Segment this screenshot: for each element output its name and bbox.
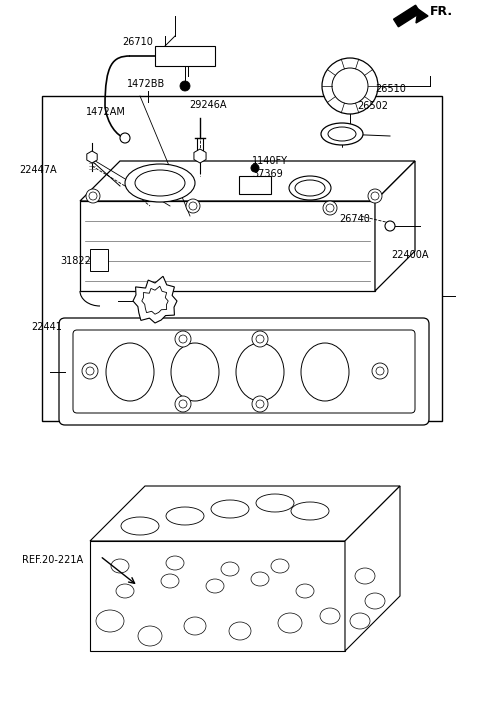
- Ellipse shape: [229, 622, 251, 640]
- Circle shape: [180, 81, 190, 91]
- Circle shape: [326, 204, 334, 212]
- Circle shape: [256, 400, 264, 408]
- Circle shape: [322, 58, 378, 114]
- FancyBboxPatch shape: [73, 330, 415, 413]
- Ellipse shape: [256, 494, 294, 512]
- Polygon shape: [90, 541, 345, 651]
- Circle shape: [371, 192, 379, 200]
- FancyArrow shape: [394, 5, 420, 26]
- Text: 22447A: 22447A: [19, 165, 57, 175]
- Circle shape: [179, 400, 187, 408]
- Ellipse shape: [301, 343, 349, 401]
- Circle shape: [256, 335, 264, 343]
- Text: 1140FY: 1140FY: [252, 156, 288, 166]
- Ellipse shape: [206, 579, 224, 593]
- Text: 26740: 26740: [339, 214, 370, 224]
- Text: 1472AM: 1472AM: [86, 107, 126, 117]
- Ellipse shape: [138, 626, 162, 646]
- Ellipse shape: [211, 500, 249, 518]
- Circle shape: [323, 201, 337, 215]
- Text: REF.20-221A: REF.20-221A: [22, 555, 83, 565]
- Ellipse shape: [236, 343, 284, 401]
- Ellipse shape: [166, 507, 204, 525]
- Text: 22441: 22441: [31, 322, 62, 332]
- Ellipse shape: [96, 610, 124, 632]
- Circle shape: [251, 164, 259, 172]
- Ellipse shape: [355, 568, 375, 584]
- Polygon shape: [80, 161, 415, 201]
- Text: FR.: FR.: [430, 4, 453, 17]
- Ellipse shape: [161, 574, 179, 588]
- Circle shape: [189, 202, 197, 210]
- Circle shape: [368, 189, 382, 203]
- Text: 31822: 31822: [60, 256, 91, 266]
- Text: 26710: 26710: [122, 37, 153, 47]
- Polygon shape: [80, 201, 375, 291]
- Ellipse shape: [350, 613, 370, 629]
- Ellipse shape: [171, 343, 219, 401]
- Circle shape: [86, 367, 94, 375]
- Ellipse shape: [271, 559, 289, 573]
- Circle shape: [89, 192, 97, 200]
- Polygon shape: [133, 276, 177, 323]
- Polygon shape: [416, 9, 428, 23]
- Ellipse shape: [365, 593, 385, 609]
- Text: 37369: 37369: [252, 169, 283, 179]
- Ellipse shape: [278, 613, 302, 633]
- Ellipse shape: [116, 584, 134, 598]
- Circle shape: [385, 221, 395, 231]
- Ellipse shape: [328, 127, 356, 141]
- Bar: [90, 249, 108, 271]
- Circle shape: [372, 363, 388, 379]
- Bar: [155, 46, 215, 66]
- Ellipse shape: [295, 180, 325, 196]
- Circle shape: [186, 199, 200, 213]
- Ellipse shape: [320, 608, 340, 624]
- Ellipse shape: [221, 562, 239, 576]
- Ellipse shape: [184, 617, 206, 635]
- Ellipse shape: [125, 164, 195, 202]
- Polygon shape: [142, 286, 168, 314]
- Ellipse shape: [289, 176, 331, 200]
- Ellipse shape: [166, 556, 184, 570]
- Ellipse shape: [321, 123, 363, 145]
- Polygon shape: [345, 486, 400, 651]
- Polygon shape: [375, 161, 415, 291]
- Polygon shape: [239, 176, 271, 194]
- Circle shape: [86, 189, 100, 203]
- Circle shape: [252, 331, 268, 347]
- Text: 22400A: 22400A: [391, 250, 429, 260]
- Ellipse shape: [111, 559, 129, 573]
- Text: 26502: 26502: [358, 101, 389, 111]
- Ellipse shape: [296, 584, 314, 598]
- Circle shape: [175, 396, 191, 412]
- Text: 1472BB: 1472BB: [127, 79, 166, 89]
- Circle shape: [179, 335, 187, 343]
- Text: 29246A: 29246A: [190, 100, 227, 110]
- Circle shape: [332, 68, 368, 104]
- Ellipse shape: [135, 170, 185, 196]
- Text: 26510: 26510: [375, 84, 406, 94]
- Ellipse shape: [106, 343, 154, 401]
- Circle shape: [376, 367, 384, 375]
- Circle shape: [175, 331, 191, 347]
- Ellipse shape: [121, 517, 159, 535]
- Bar: [42, 96, 442, 421]
- FancyBboxPatch shape: [59, 318, 429, 425]
- Ellipse shape: [291, 502, 329, 520]
- Polygon shape: [90, 486, 400, 541]
- Circle shape: [82, 363, 98, 379]
- Circle shape: [120, 133, 130, 143]
- Circle shape: [252, 396, 268, 412]
- Ellipse shape: [251, 572, 269, 586]
